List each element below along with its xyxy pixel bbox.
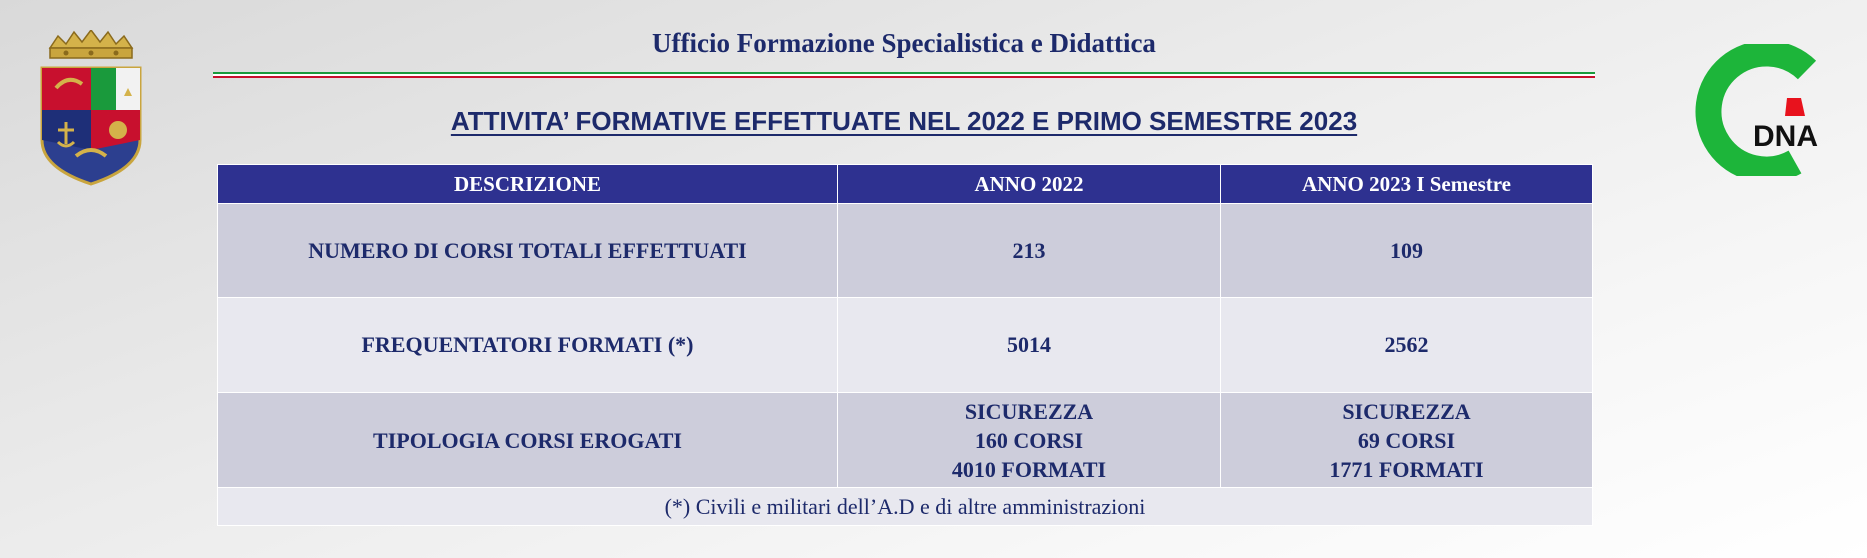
tricolor-green bbox=[213, 72, 1595, 74]
cell-2022: SICUREZZA 160 CORSI 4010 FORMATI bbox=[837, 392, 1221, 488]
coat-of-arms-emblem bbox=[40, 30, 142, 186]
footnote: (*) Civili e militari dell’A.D e di altr… bbox=[217, 487, 1593, 526]
cell-line: 1771 FORMATI bbox=[1329, 456, 1484, 482]
footnote-row: (*) Civili e militari dell’A.D e di altr… bbox=[217, 487, 1593, 526]
row-label: FREQUENTATORI FORMATI (*) bbox=[217, 297, 838, 393]
row-label: TIPOLOGIA CORSI EROGATI bbox=[217, 392, 838, 488]
cell-2023: 109 bbox=[1220, 203, 1593, 298]
cell-line: 69 CORSI bbox=[1357, 427, 1456, 453]
cell-2023: SICUREZZA 69 CORSI 1771 FORMATI bbox=[1220, 392, 1593, 488]
cell-line: 4010 FORMATI bbox=[951, 456, 1107, 482]
dna-logo-graphic: DNA bbox=[1695, 40, 1818, 183]
column-header-anno-2023: ANNO 2023 I Semestre bbox=[1220, 164, 1593, 204]
table-row: TIPOLOGIA CORSI EROGATI SICUREZZA 160 CO… bbox=[217, 392, 1593, 488]
cell-2023: 2562 bbox=[1220, 297, 1593, 393]
cell-line: SICUREZZA bbox=[964, 398, 1094, 424]
cell-line: 160 CORSI bbox=[974, 427, 1084, 453]
cell-2022: 213 bbox=[837, 203, 1221, 298]
table-header-row: DESCRIZIONE ANNO 2022 ANNO 2023 I Semest… bbox=[217, 164, 1593, 204]
cell-2022: 5014 bbox=[837, 297, 1221, 393]
tricolor-red bbox=[213, 76, 1595, 78]
column-header-descrizione: DESCRIZIONE bbox=[217, 164, 838, 204]
training-activities-table: DESCRIZIONE ANNO 2022 ANNO 2023 I Semest… bbox=[217, 164, 1593, 526]
tricolor-white bbox=[213, 74, 1595, 76]
dna-logo-text: DNA bbox=[1753, 120, 1818, 153]
dna-logo: DNA bbox=[1695, 40, 1827, 183]
cell-line: SICUREZZA bbox=[1342, 398, 1471, 424]
table-row: FREQUENTATORI FORMATI (*) 5014 2562 bbox=[217, 297, 1593, 393]
page-title: ATTIVITA’ FORMATIVE EFFETTUATE NEL 2022 … bbox=[450, 106, 1358, 136]
column-header-anno-2022: ANNO 2022 bbox=[837, 164, 1221, 204]
tricolor-divider bbox=[213, 72, 1595, 78]
row-label: NUMERO DI CORSI TOTALI EFFETTUATI bbox=[217, 203, 838, 298]
table-row: NUMERO DI CORSI TOTALI EFFETTUATI 213 10… bbox=[217, 203, 1593, 298]
office-title: Ufficio Formazione Specialistica e Didat… bbox=[652, 28, 1156, 58]
